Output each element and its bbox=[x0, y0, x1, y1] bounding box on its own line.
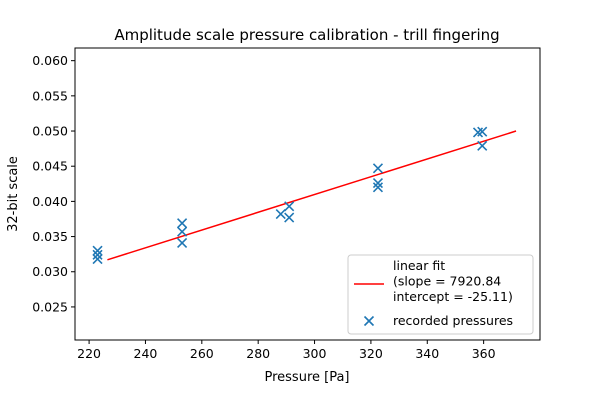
y-tick-label: 0.030 bbox=[32, 264, 68, 279]
y-tick-label: 0.035 bbox=[32, 229, 68, 244]
legend-points-label: recorded pressures bbox=[393, 313, 513, 328]
legend-fit-label: linear fit (slope = 7920.84 intercept = -2… bbox=[393, 258, 513, 304]
legend-fit-label-line: intercept = -25.11) bbox=[393, 289, 513, 304]
legend-fit-label-line: (slope = 7920.84 bbox=[393, 274, 501, 289]
y-tick-label: 0.045 bbox=[32, 159, 68, 174]
data-point bbox=[177, 218, 188, 229]
x-tick-label: 280 bbox=[246, 346, 270, 361]
data-point bbox=[92, 254, 103, 265]
legend-box bbox=[347, 254, 534, 335]
y-axis: 0.025 0.030 0.035 0.040 0.045 0.050 0.055 0.060 bbox=[32, 53, 75, 314]
legend-scatter-swatch bbox=[363, 315, 375, 327]
recorded-pressures-points bbox=[92, 126, 488, 265]
plot-area-frame bbox=[74, 47, 541, 341]
x-tick-label: 340 bbox=[415, 346, 439, 361]
data-point bbox=[177, 237, 188, 248]
data-point bbox=[477, 126, 488, 137]
y-tick-label: 0.040 bbox=[32, 194, 68, 209]
data-point bbox=[92, 245, 103, 256]
data-point bbox=[372, 182, 384, 193]
data-point bbox=[372, 178, 384, 189]
y-tick-label: 0.050 bbox=[32, 124, 68, 139]
x-tick-label: 260 bbox=[190, 346, 214, 361]
data-point bbox=[372, 163, 384, 174]
chart-title: Amplitude scale pressure calibration - t… bbox=[114, 26, 499, 44]
y-tick-label: 0.060 bbox=[32, 53, 68, 68]
legend: linear fit (slope = 7920.84 intercept = -2… bbox=[347, 254, 534, 335]
x-tick-label: 320 bbox=[359, 346, 383, 361]
y-axis-label: 32-bit scale bbox=[6, 156, 21, 232]
y-tick-label: 0.025 bbox=[32, 299, 68, 314]
data-point bbox=[284, 212, 295, 223]
fit-line-segment bbox=[107, 130, 517, 261]
y-tick-label: 0.055 bbox=[32, 88, 68, 103]
linear-fit-line bbox=[107, 130, 517, 261]
data-point bbox=[177, 226, 188, 237]
legend-x-marker bbox=[363, 315, 375, 327]
x-tick-label: 300 bbox=[303, 346, 327, 361]
data-point bbox=[284, 201, 295, 212]
x-tick-label: 360 bbox=[472, 346, 496, 361]
x-tick-label: 220 bbox=[77, 346, 101, 361]
data-point bbox=[477, 140, 488, 151]
x-axis: 220 240 260 280 300 320 340 360 bbox=[77, 340, 496, 361]
legend-fit-label-line: linear fit bbox=[393, 258, 445, 273]
x-axis-label: Pressure [Pa] bbox=[264, 370, 349, 385]
data-point bbox=[275, 208, 286, 220]
data-point bbox=[92, 249, 103, 260]
x-tick-label: 240 bbox=[134, 346, 158, 361]
